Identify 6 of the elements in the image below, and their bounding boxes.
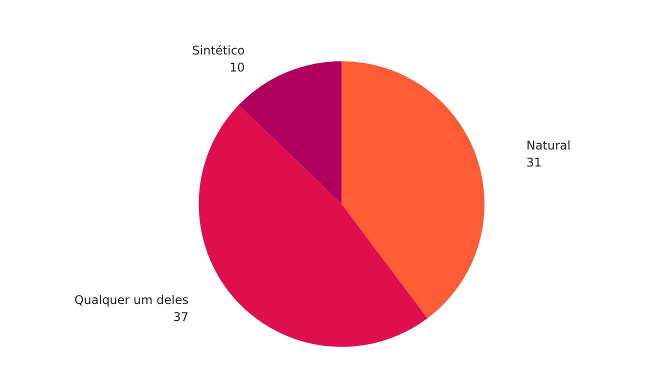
slice-label: Sintético — [192, 43, 245, 58]
data-label: 10 — [229, 60, 245, 74]
data-label: 37 — [173, 310, 188, 324]
slice-label: Natural — [526, 138, 571, 153]
slice-label: Qualquer um deles — [74, 293, 188, 308]
data-label: 31 — [526, 156, 542, 170]
